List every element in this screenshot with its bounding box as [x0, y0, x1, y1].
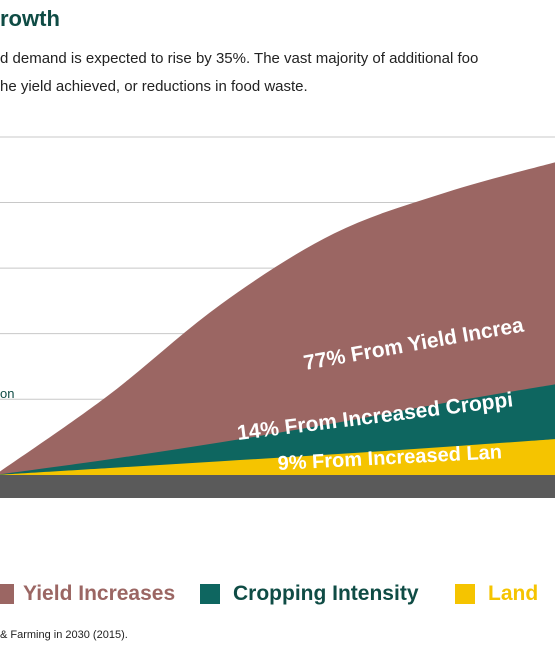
- source-note: & Farming in 2030 (2015).: [0, 629, 128, 641]
- area-layers: [0, 162, 555, 498]
- legend-swatch-cropping: [200, 584, 220, 604]
- annotation-label-3: on: [0, 386, 14, 401]
- legend: Yield Increases Cropping Intensity Land: [0, 582, 555, 608]
- legend-label-cropping: Cropping Intensity: [233, 582, 419, 605]
- page-title: rowth: [0, 6, 60, 31]
- legend-swatch-land: [455, 584, 475, 604]
- area-land: [0, 439, 555, 475]
- subtitle-line-2: he yield achieved, or reductions in food…: [0, 78, 308, 95]
- baseline-bar: [0, 475, 555, 498]
- subtitle-line-1: d demand is expected to rise by 35%. The…: [0, 50, 479, 67]
- legend-label-yield: Yield Increases: [23, 582, 176, 605]
- legend-label-land: Land: [488, 582, 539, 605]
- legend-swatch-yield: [0, 584, 14, 604]
- area-yield-increases: [0, 162, 555, 475]
